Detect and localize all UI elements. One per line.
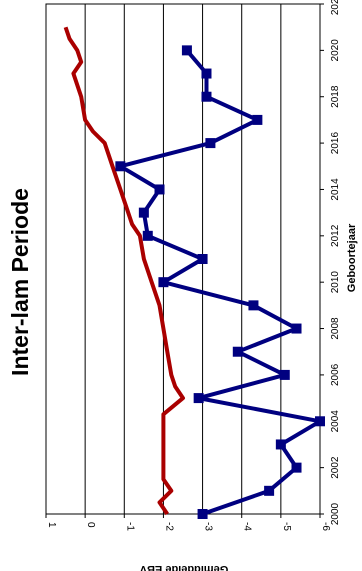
data-point-marker bbox=[115, 161, 126, 172]
data-point-marker bbox=[197, 254, 208, 264]
plot-frame bbox=[45, 3, 321, 515]
data-point-marker bbox=[264, 485, 275, 496]
y-tick-label: -1 bbox=[124, 522, 135, 531]
data-point-marker bbox=[154, 184, 165, 195]
data-point-marker bbox=[279, 369, 290, 380]
series-layer bbox=[63, 26, 325, 519]
data-point-marker bbox=[291, 462, 302, 473]
series-line-red bbox=[63, 26, 185, 516]
data-point-marker bbox=[201, 68, 212, 79]
grid bbox=[45, 3, 324, 518]
data-point-marker bbox=[142, 230, 153, 241]
x-tick-label: 2004 bbox=[330, 410, 341, 433]
x-tick-label: 2000 bbox=[330, 502, 341, 525]
data-point-marker bbox=[275, 439, 286, 450]
x-tick-label: 2010 bbox=[330, 271, 341, 294]
data-point-marker bbox=[248, 300, 259, 311]
data-point-marker bbox=[252, 114, 263, 125]
x-tick-label: 2016 bbox=[330, 132, 341, 155]
y-tick-label: -2 bbox=[163, 522, 174, 531]
x-tick-label: 2008 bbox=[330, 317, 341, 340]
x-tick-label: 2006 bbox=[330, 363, 341, 386]
x-axis-title: Geboortejaar bbox=[346, 223, 358, 292]
y-tick-label: 1 bbox=[46, 522, 57, 528]
data-point-marker bbox=[193, 393, 204, 404]
x-tick-label: 2014 bbox=[330, 178, 341, 201]
x-tick-label: 2020 bbox=[330, 39, 341, 62]
x-tick-label: 2012 bbox=[330, 224, 341, 247]
data-point-marker bbox=[205, 138, 216, 149]
data-point-marker bbox=[158, 277, 169, 288]
data-point-marker bbox=[197, 509, 208, 519]
y-tick-label: 0 bbox=[85, 522, 96, 528]
data-point-marker bbox=[181, 45, 192, 56]
chart-title: Inter-lam Periode bbox=[7, 188, 33, 376]
x-tick-label: 2018 bbox=[330, 85, 341, 108]
y-tick-label: -3 bbox=[203, 522, 214, 531]
data-point-marker bbox=[232, 346, 243, 357]
data-point-marker bbox=[201, 91, 212, 102]
y-axis-title: Gemiddelde EBV bbox=[139, 563, 228, 571]
data-point-marker bbox=[291, 323, 302, 334]
x-tick-label: 2002 bbox=[330, 456, 341, 479]
data-point-marker bbox=[315, 416, 325, 427]
y-tick-label: -4 bbox=[242, 522, 253, 531]
data-point-marker bbox=[138, 207, 149, 218]
y-tick-label: -6 bbox=[320, 522, 331, 531]
y-tick-label: -5 bbox=[281, 522, 292, 531]
x-tick-label: 2022 bbox=[330, 0, 341, 15]
